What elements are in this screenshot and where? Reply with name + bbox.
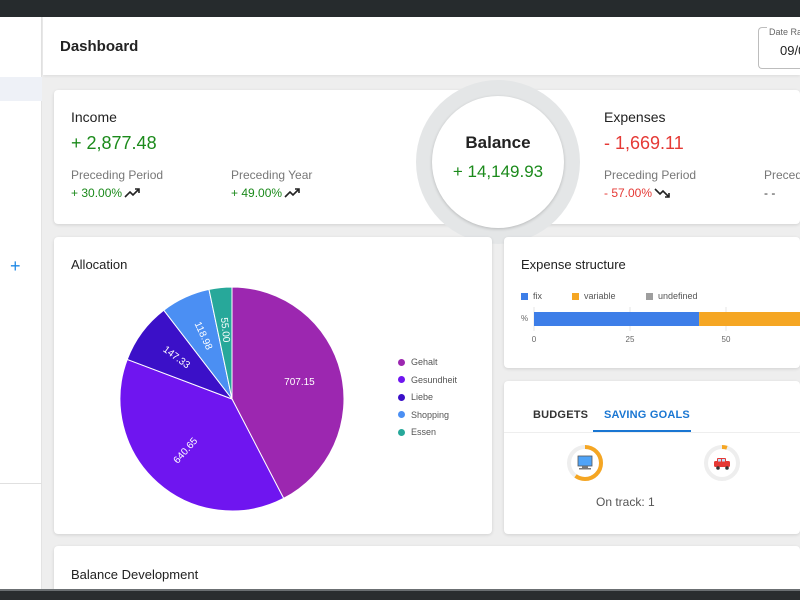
income-preceding-year: + 49.00% <box>231 186 300 200</box>
expenses-amount: - 1,669.11 <box>604 133 684 153</box>
legend-item-liebe[interactable]: Liebe <box>398 392 433 402</box>
expense-structure-card: Expense structure fix variable undefined %… <box>504 237 800 368</box>
expenses-preceding-period-label: Preceding Period <box>604 168 697 182</box>
x-tick-label: 50 <box>722 335 731 344</box>
allocation-card: Allocation 707.15 640.65 147.33 118.98 55.00… <box>54 237 492 534</box>
saving-goal-progress <box>704 445 740 481</box>
trending-up-icon <box>124 188 140 198</box>
income-preceding-year-value: + 49.00% <box>231 186 283 200</box>
taskbar <box>0 589 800 600</box>
balance-circle: Balance + 14,149.93 <box>432 96 564 228</box>
allocation-title: Allocation <box>71 257 128 272</box>
legend-dot <box>398 358 405 366</box>
expenses-preceding-period: - 57.00% <box>604 186 670 200</box>
income-title: Income <box>71 109 117 125</box>
legend-label: Liebe <box>411 392 434 402</box>
date-range-value: 09/0 <box>780 43 800 58</box>
legend-label: undefined <box>658 291 698 301</box>
pie-slice-gesundheit[interactable] <box>119 358 285 512</box>
trending-down-icon <box>654 188 670 198</box>
expenses-title: Expenses <box>604 109 666 125</box>
income-amount: + 2,877.48 <box>71 133 157 153</box>
window-titlebar <box>0 0 800 17</box>
budgets-card: BUDGETS SAVING GOALS On track: 1 <box>504 381 800 534</box>
x-tick-label: 0 <box>532 335 537 344</box>
expenses-preceding-period-value: - 57.00% <box>604 186 653 200</box>
tabs-divider <box>504 432 800 433</box>
saving-goal-car[interactable] <box>702 443 742 483</box>
expense-legend-variable[interactable]: variable <box>572 291 616 301</box>
on-track-text: On track: 1 <box>596 495 655 509</box>
legend-swatch <box>521 292 528 300</box>
pie-slice-essen[interactable] <box>208 286 233 400</box>
legend-dot <box>398 393 405 401</box>
app-header: Dashboard Date Ra 09/0 <box>43 17 800 75</box>
expenses-preceding-year-value: - - <box>764 186 776 200</box>
legend-label: Gehalt <box>411 357 438 367</box>
legend-swatch <box>572 292 579 300</box>
add-icon[interactable]: + <box>10 256 21 276</box>
balance-development-title: Balance Development <box>71 567 199 582</box>
bar-segment-fix[interactable] <box>534 312 700 326</box>
legend-label: Shopping <box>411 409 450 420</box>
saving-goal-progress <box>567 445 603 481</box>
tab-budgets[interactable]: BUDGETS <box>533 409 589 421</box>
legend-item-gehalt[interactable]: Gehalt <box>398 357 438 367</box>
monitor-icon <box>577 455 593 470</box>
legend-dot <box>398 428 405 436</box>
legend-dot <box>398 411 405 418</box>
sidebar-active-item[interactable] <box>0 77 42 101</box>
pie-data-label: 55.00 <box>218 317 232 343</box>
legend-label: Gesundheit <box>411 374 458 385</box>
car-icon <box>714 458 730 470</box>
legend-label: fix <box>533 291 542 301</box>
pie-slice-gehalt[interactable] <box>231 286 345 500</box>
pie-data-label: 707.15 <box>284 377 315 388</box>
expenses-preceding-year-label: Preced <box>764 168 800 182</box>
expense-structure-bar-chart: 0 25 50 <box>532 307 800 344</box>
page-title: Dashboard <box>60 38 139 55</box>
legend-swatch <box>646 292 653 300</box>
expense-legend-undefined[interactable]: undefined <box>646 291 698 301</box>
sidebar-divider <box>0 483 42 484</box>
active-tab-indicator <box>593 430 691 432</box>
legend-dot <box>398 376 405 383</box>
balance-title: Balance <box>465 133 531 152</box>
income-preceding-period-value: + 30.00% <box>71 186 123 200</box>
legend-item-shopping[interactable]: Shopping <box>398 410 449 420</box>
income-preceding-period-label: Preceding Period <box>71 168 164 182</box>
date-range-label: Date Ra <box>767 27 800 37</box>
legend-item-gesundheit[interactable]: Gesundheit <box>398 375 457 385</box>
legend-item-essen[interactable]: Essen <box>398 427 436 437</box>
trending-up-icon <box>284 188 300 198</box>
saving-goal-monitor[interactable] <box>565 443 605 483</box>
income-preceding-period: + 30.00% <box>71 186 140 200</box>
balance-amount: + 14,149.93 <box>452 162 544 181</box>
income-preceding-year-label: Preceding Year <box>231 168 313 182</box>
sidebar: + <box>0 17 42 589</box>
legend-label: Essen <box>411 427 437 437</box>
x-tick-label: 25 <box>626 335 635 344</box>
expense-structure-y-label: % <box>521 314 529 323</box>
legend-label: variable <box>584 291 616 301</box>
bar-segment-variable[interactable] <box>699 312 800 326</box>
expense-structure-title: Expense structure <box>521 257 626 272</box>
expense-legend-fix[interactable]: fix <box>521 291 542 301</box>
date-range-field[interactable]: Date Ra 09/0 <box>758 27 800 69</box>
tab-saving-goals[interactable]: SAVING GOALS <box>604 409 690 421</box>
